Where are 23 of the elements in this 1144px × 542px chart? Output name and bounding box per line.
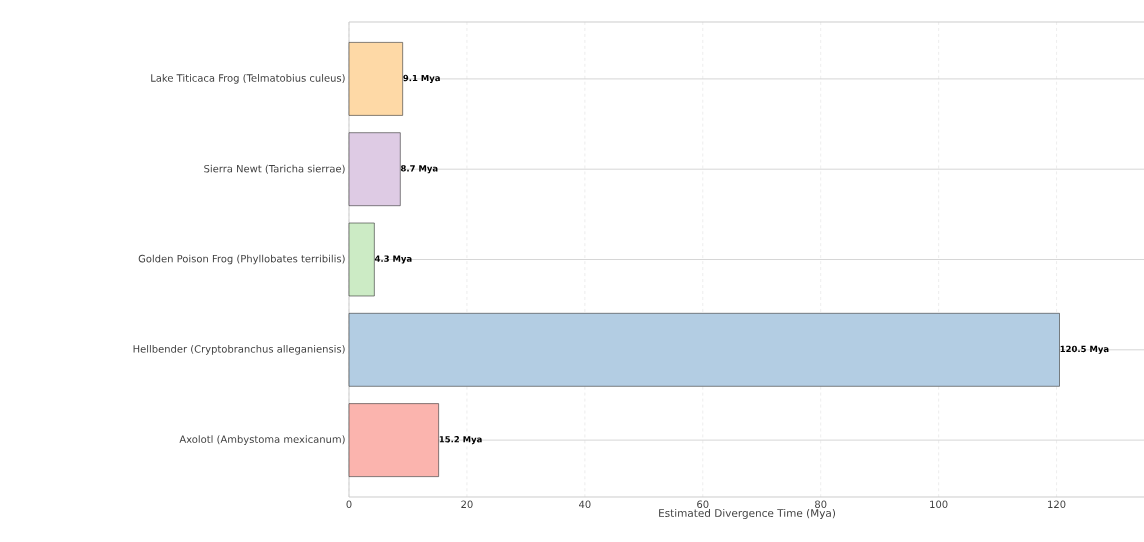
bar bbox=[348, 222, 375, 297]
bar bbox=[348, 42, 403, 116]
x-tick-label: 100 bbox=[930, 500, 948, 509]
bar bbox=[348, 132, 401, 206]
x-tick-label: 0 bbox=[346, 500, 352, 509]
bar bbox=[348, 403, 439, 477]
y-tick-label: Lake Titicaca Frog (Telmatobius culeus) bbox=[151, 74, 345, 84]
x-tick-label: 80 bbox=[815, 500, 827, 509]
x-tick-label: 60 bbox=[697, 500, 709, 509]
x-axis-title: Estimated Divergence Time (Mya) bbox=[659, 508, 836, 520]
y-tick-label: Axolotl (Ambystoma mexicanum) bbox=[179, 435, 345, 445]
data-label: 4.3 Mya bbox=[374, 255, 412, 264]
bar bbox=[348, 313, 1060, 387]
data-label: 120.5 Mya bbox=[1060, 345, 1109, 354]
x-tick-label: 40 bbox=[579, 500, 591, 509]
y-tick-label: Sierra Newt (Taricha sierrae) bbox=[204, 164, 345, 174]
data-label: 9.1 Mya bbox=[403, 74, 440, 83]
y-tick-label: Golden Poison Frog (Phyllobates terribilis) bbox=[138, 254, 345, 265]
y-tick-label: Hellbender (Cryptobranchus alleganiensis) bbox=[133, 344, 345, 355]
x-tick-label: 120 bbox=[1048, 500, 1066, 509]
x-tick-label: 20 bbox=[461, 500, 473, 509]
data-label: 15.2 Mya bbox=[439, 436, 482, 445]
data-label: 8.7 Mya bbox=[401, 165, 438, 174]
